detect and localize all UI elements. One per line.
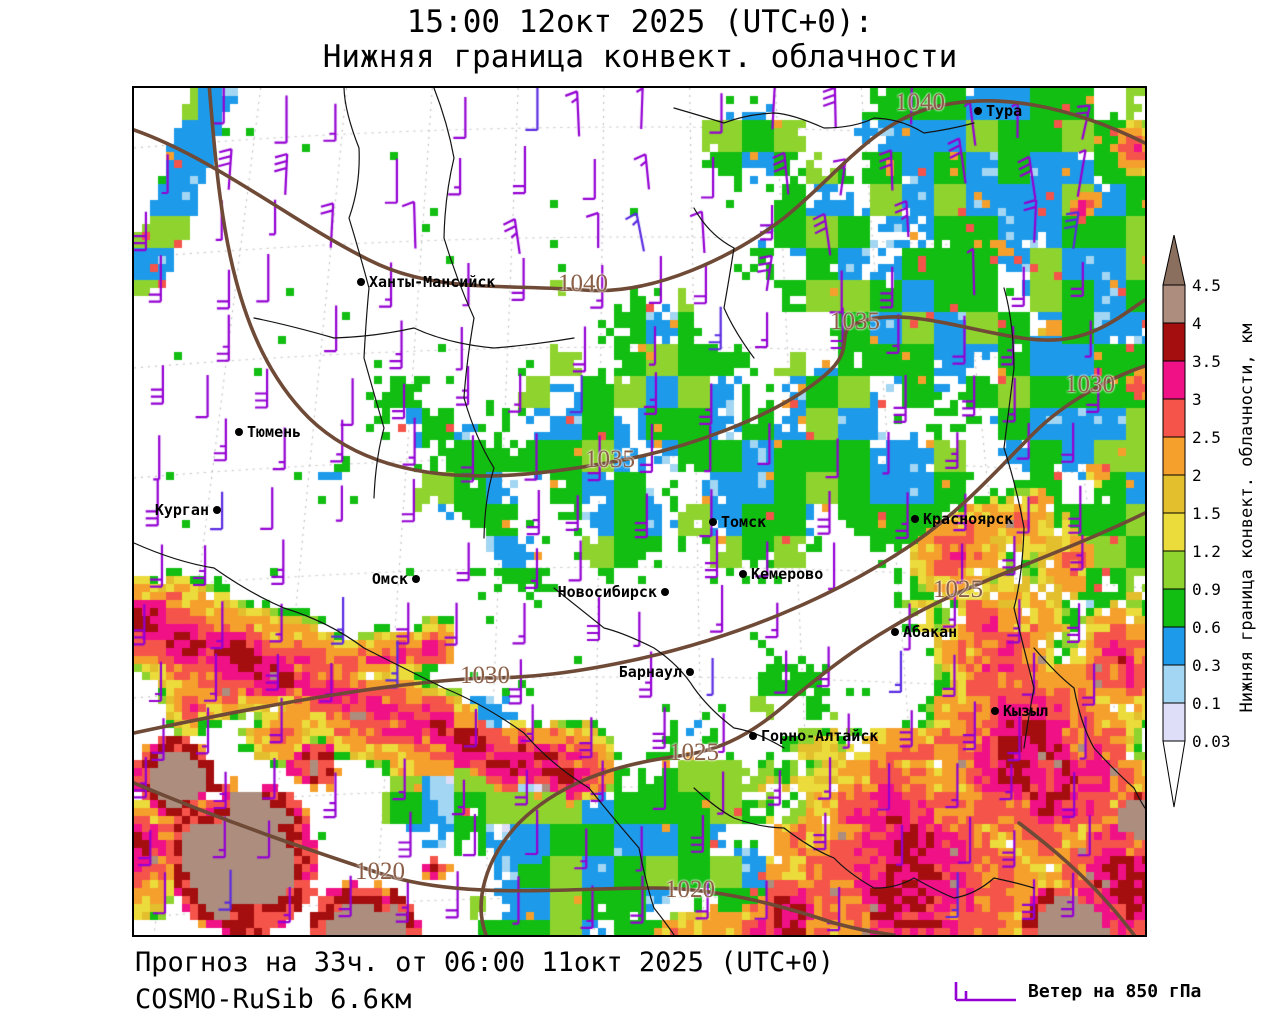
city-dot: [911, 515, 919, 523]
city-label: Тура: [974, 102, 1022, 120]
colorbar-tick: 2.5: [1192, 428, 1221, 447]
city-name: Новосибирск: [557, 583, 657, 601]
isobar-label: 1020: [665, 876, 715, 903]
colorbar-tick: 0.9: [1192, 580, 1221, 599]
isobar-label: 1025: [669, 739, 719, 766]
city-dot: [974, 107, 982, 115]
city-name: Красноярск: [923, 510, 1014, 528]
city-dot: [739, 570, 747, 578]
map-area: Тура Ханты-Мансийск Тюмень Курган Омск Новоси…: [132, 86, 1147, 937]
city-label: Кемерово: [739, 565, 823, 583]
colorbar-tick: 0.6: [1192, 618, 1221, 637]
colorbar-tick: 0.1: [1192, 694, 1221, 713]
city-label: Томск: [709, 513, 766, 531]
city-dot: [357, 278, 365, 286]
city-name: Ханты-Мансийск: [369, 273, 496, 291]
colorbar-axis-label: Нижняя граница конвект. облачности, км: [1237, 323, 1257, 713]
city-dot: [891, 628, 899, 636]
colorbar: [1162, 235, 1186, 808]
city-dot: [213, 506, 221, 514]
isobar-label: 1040: [558, 270, 608, 297]
city-name: Барнаул: [618, 663, 682, 681]
city-dot: [235, 428, 243, 436]
colorbar-tick: 0.3: [1192, 656, 1221, 675]
colorbar-tick: 1.5: [1192, 504, 1221, 523]
city-name: Тюмень: [247, 423, 302, 441]
cloud-field-canvas: [134, 88, 1145, 935]
isobar-label: 1040: [895, 89, 945, 116]
colorbar-tick: 3: [1192, 390, 1202, 409]
city-dot: [412, 575, 420, 583]
city-label: Курган: [155, 501, 221, 519]
city-name: Тура: [986, 102, 1023, 120]
city-label: Ханты-Мансийск: [357, 273, 495, 291]
title-parameter: Нижняя граница конвект. облачности: [322, 39, 958, 75]
city-dot: [709, 518, 717, 526]
city-dot: [661, 588, 669, 596]
city-name: Кызыл: [1003, 702, 1049, 720]
page-title: 15:00 12окт 2025 (UTC+0): Нижняя граница…: [0, 4, 1280, 74]
colorbar-tick: 3.5: [1192, 352, 1221, 371]
colorbar-tick: 4.5: [1192, 276, 1221, 295]
isobar-label: 1035: [830, 308, 880, 335]
wind-legend: Ветер на 850 гПа: [950, 976, 1201, 1006]
city-label: Абакан: [891, 623, 957, 641]
city-dot: [686, 668, 694, 676]
title-datetime: 15:00 12окт 2025 (UTC+0):: [406, 4, 874, 40]
isobar-label: 1030: [460, 662, 510, 689]
city-name: Кемерово: [751, 565, 824, 583]
city-label: Новосибирск: [558, 583, 669, 601]
city-label: Горно-Алтайск: [749, 727, 878, 745]
city-label: Омск: [372, 570, 420, 588]
colorbar-ticks: 4.5 4 3.5 3 2.5 2 1.5 1.2 0.9 0.6 0.3 0.1 0.03: [1192, 235, 1252, 795]
colorbar-tick: 1.2: [1192, 542, 1221, 561]
wind-barb-icon: [954, 982, 1016, 1002]
isobar-label: 1035: [585, 446, 635, 473]
city-dot: [991, 707, 999, 715]
city-label: Красноярск: [911, 510, 1013, 528]
colorbar-tick: 4: [1192, 314, 1202, 333]
wind-legend-label: Ветер на 850 гПа: [1028, 980, 1202, 1002]
forecast-info: Прогноз на 33ч. от 06:00 11окт 2025 (UTC…: [135, 947, 834, 978]
city-name: Абакан: [903, 623, 958, 641]
city-name: Курган: [154, 501, 209, 519]
colorbar-tick: 2: [1192, 466, 1202, 485]
isobar-label: 1025: [933, 576, 983, 603]
city-name: Омск: [371, 570, 408, 588]
city-label: Тюмень: [235, 423, 301, 441]
colorbar-tick: 0.03: [1192, 732, 1231, 751]
map-overlay: [134, 88, 1145, 935]
city-label: Кызыл: [991, 702, 1048, 720]
city-label: Барнаул: [619, 663, 694, 681]
city-name: Горно-Алтайск: [761, 727, 879, 745]
city-dot: [749, 732, 757, 740]
isobar-label: 1030: [1065, 371, 1115, 398]
city-name: Томск: [721, 513, 767, 531]
isobar-label: 1020: [355, 858, 405, 885]
model-info: COSMO-RuSib 6.6км: [135, 984, 412, 1015]
